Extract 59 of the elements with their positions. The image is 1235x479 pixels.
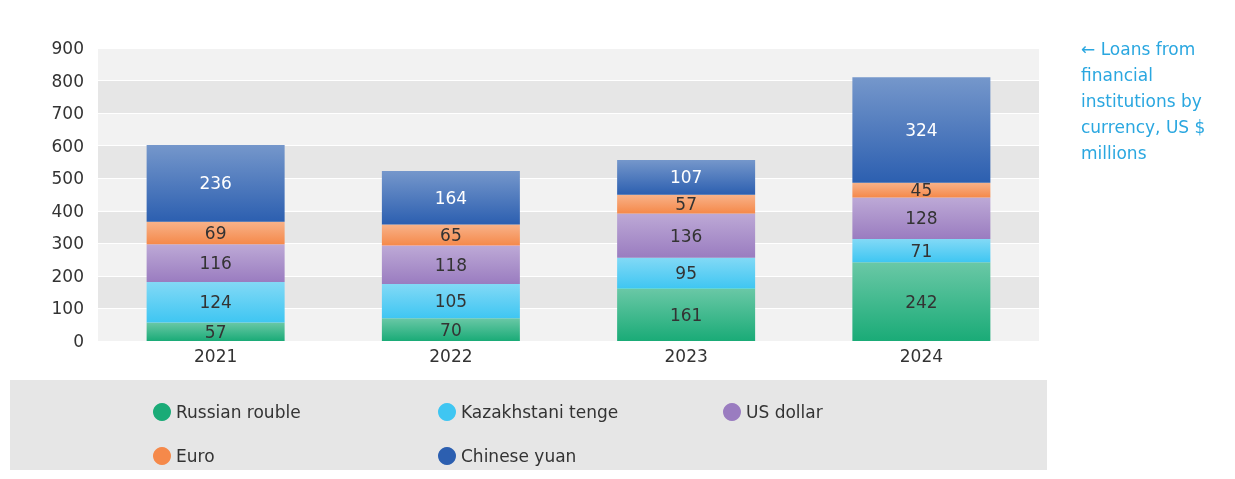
data-label: 107: [669, 167, 703, 188]
bar: [852, 197, 991, 240]
data-label: 69: [204, 223, 227, 244]
data-label: 116: [199, 253, 232, 274]
x-tick-label: 2023: [664, 345, 708, 366]
data-label: 236: [199, 173, 232, 194]
bar: [146, 322, 285, 341]
x-tick-label: 2022: [429, 345, 473, 366]
bar: [617, 159, 756, 195]
data-label: 324: [905, 120, 938, 141]
bar: [381, 224, 520, 246]
data-label: 57: [204, 321, 227, 342]
y-tick-label: 100: [51, 298, 84, 319]
bar: [146, 221, 285, 245]
y-tick-label: 800: [51, 70, 84, 91]
text: ← Loans from financial institutions by currency, US $ millions: [1081, 39, 1211, 163]
bar: [617, 194, 756, 214]
legend-label: Kazakhstani tenge: [461, 402, 619, 422]
y-tick-label: 200: [51, 265, 84, 286]
data-label: 57: [675, 194, 697, 215]
bar: [146, 145, 285, 222]
data-label: 71: [910, 240, 933, 261]
y-tick-label: 600: [51, 135, 84, 156]
data-label: 45: [910, 180, 933, 201]
bar: [852, 239, 991, 263]
bar: [381, 318, 520, 341]
data-label: 242: [905, 291, 938, 312]
legend-label: Euro: [176, 446, 215, 466]
y-tick-label: 700: [51, 103, 84, 124]
legend-label: Russian rouble: [176, 402, 301, 422]
bar: [617, 288, 756, 341]
x-tick-label: 2021: [193, 345, 238, 366]
y-tick-label: 900: [51, 38, 84, 58]
bar: [381, 245, 520, 285]
bar: [617, 257, 756, 289]
x-tick-label: 2024: [899, 345, 944, 366]
bar: [381, 171, 520, 225]
y-tick-label: 300: [51, 233, 84, 254]
legend-label: US dollar: [746, 402, 823, 422]
data-label: 65: [440, 225, 462, 246]
bar: [146, 282, 285, 323]
data-label: 118: [434, 254, 468, 275]
legend-label: Chinese yuan: [461, 446, 577, 466]
y-tick-label: 0: [73, 331, 84, 351]
data-label: 161: [669, 304, 703, 325]
y-tick-label: 500: [51, 168, 84, 189]
data-label: 136: [669, 225, 703, 246]
data-label: 105: [434, 291, 468, 312]
y-tick-label: 400: [51, 200, 84, 221]
data-label: 128: [905, 208, 938, 229]
data-label: 164: [434, 187, 468, 208]
bar: [617, 213, 756, 258]
bar: [381, 284, 520, 319]
data-label: 124: [199, 292, 232, 313]
bar: [852, 262, 991, 341]
bar: [146, 244, 285, 283]
data-label: 70: [440, 319, 462, 340]
bar: [852, 77, 991, 183]
data-label: 95: [675, 263, 697, 284]
